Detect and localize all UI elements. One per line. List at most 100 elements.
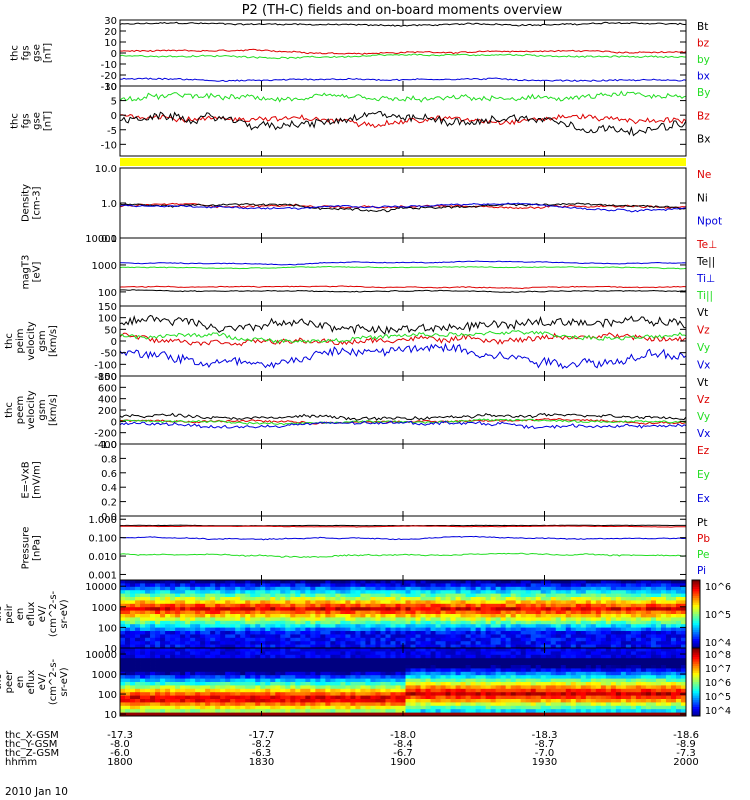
heat-cell — [580, 702, 587, 707]
heat-cell — [435, 688, 441, 693]
heat-cell — [440, 692, 446, 696]
heat-cell — [215, 705, 221, 710]
heat-cell — [350, 661, 356, 666]
heat-cell — [570, 695, 577, 700]
legend-Bt: Bt — [697, 21, 708, 33]
heat-cell — [295, 627, 301, 632]
ytick-label: 600 — [98, 383, 117, 394]
heat-cell — [325, 620, 331, 625]
heat-cell — [650, 654, 657, 659]
heat-cell — [655, 651, 662, 656]
heat-cell — [305, 705, 311, 710]
heat-cell — [430, 617, 436, 622]
heat-cell — [560, 665, 567, 669]
heat-cell — [510, 661, 517, 666]
heat-cell — [230, 610, 236, 615]
heat-cell — [390, 699, 396, 703]
heat-cell — [640, 580, 647, 584]
heat-cell — [630, 586, 637, 591]
heat-cell — [520, 695, 527, 700]
ylabel-line: peim — [15, 328, 26, 353]
heat-cell — [505, 675, 512, 679]
heat-cell — [320, 617, 326, 622]
heat-cell — [355, 610, 361, 615]
heat-cell — [195, 634, 201, 639]
heat-cell — [565, 699, 572, 703]
heat-cell — [330, 648, 336, 652]
heat-cell — [675, 688, 682, 693]
heat-cell — [490, 692, 497, 696]
heat-cell — [480, 695, 487, 700]
heat-cell — [530, 597, 537, 601]
heat-cell — [365, 586, 371, 591]
heat-cell — [575, 597, 582, 601]
heat-cell — [200, 695, 206, 700]
heat-cell — [165, 705, 171, 710]
heat-cell — [220, 603, 226, 608]
heat-cell — [485, 661, 492, 666]
heat-cell — [265, 688, 271, 693]
heat-cell — [580, 614, 587, 618]
heat-cell — [520, 709, 527, 713]
heat-cell — [210, 648, 216, 652]
legend-Ey: Ey — [697, 469, 710, 481]
heat-cell — [590, 637, 597, 642]
heat-cell — [575, 678, 582, 683]
heat-cell — [195, 644, 201, 649]
heat-cell — [355, 597, 361, 601]
heat-cell — [590, 590, 597, 594]
heat-cell — [625, 641, 632, 645]
heat-cell — [605, 637, 612, 642]
heat-cell — [635, 685, 642, 690]
heat-cell — [270, 688, 276, 693]
heat-cell — [605, 699, 612, 703]
heat-cell — [325, 682, 331, 686]
heat-cell — [125, 682, 131, 686]
heat-cell — [515, 709, 522, 713]
heat-cell — [230, 688, 236, 693]
heat-cell — [665, 651, 672, 656]
heat-cell — [440, 668, 446, 673]
heat-cell — [160, 682, 166, 686]
heat-cell — [190, 675, 196, 679]
heat-cell — [240, 637, 246, 642]
heat-cell — [250, 600, 256, 605]
heat-cell — [335, 607, 341, 611]
heat-cell — [375, 614, 381, 618]
heat-cell — [130, 709, 136, 713]
heat-cell — [620, 688, 627, 693]
heat-cell — [650, 614, 657, 618]
heat-cell — [530, 631, 537, 635]
heat-cell — [460, 624, 467, 628]
heat-cell — [510, 644, 517, 649]
heat-cell — [200, 634, 206, 639]
heat-cell — [225, 692, 231, 696]
heat-cell — [610, 597, 617, 601]
heat-cell — [225, 658, 231, 662]
heat-cell — [590, 610, 597, 615]
heat-cell — [375, 651, 381, 656]
heat-cell — [445, 614, 451, 618]
heat-cell — [495, 580, 502, 584]
heat-cell — [440, 671, 446, 676]
heat-cell — [220, 665, 226, 669]
heat-cell — [225, 620, 231, 625]
heat-cell — [610, 614, 617, 618]
heat-cell — [485, 702, 492, 707]
heat-cell — [210, 590, 216, 594]
heat-cell — [460, 590, 467, 594]
heat-cell — [600, 709, 607, 713]
heat-cell — [325, 634, 331, 639]
heat-cell — [520, 620, 527, 625]
panel-frame-2 — [119, 167, 687, 239]
heat-cell — [245, 702, 251, 707]
heat-cell — [350, 644, 356, 649]
heat-cell — [300, 709, 306, 713]
heat-cell — [435, 614, 441, 618]
heat-cell — [250, 634, 256, 639]
heat-cell — [650, 624, 657, 628]
heat-cell — [640, 617, 647, 622]
heat-cell — [130, 695, 136, 700]
heat-cell — [365, 580, 371, 584]
heat-cell — [245, 631, 251, 635]
